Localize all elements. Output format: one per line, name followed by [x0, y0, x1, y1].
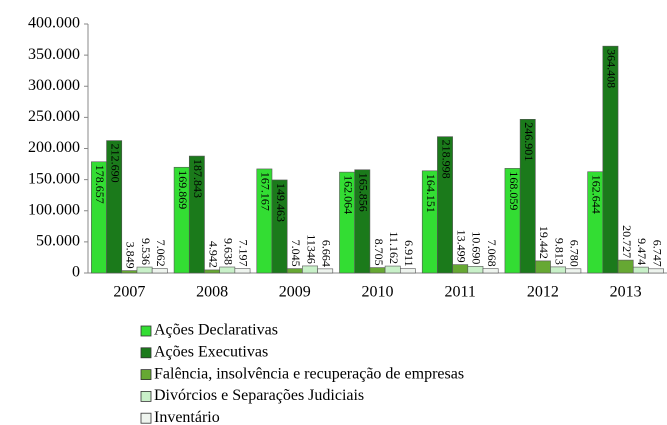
y-tick-label: 300.000 — [28, 77, 80, 94]
value-label: 6.747 — [650, 240, 664, 267]
y-tick-label: 0 — [72, 264, 80, 281]
value-label: 7.045 — [289, 240, 303, 267]
value-label: 4.942 — [206, 241, 220, 268]
value-label: 165.856 — [357, 173, 371, 212]
legend-swatch — [140, 412, 152, 424]
value-label: 162.064 — [341, 175, 355, 214]
y-tick-label: 400.000 — [28, 15, 80, 32]
bar — [648, 268, 664, 274]
value-label: 9.536 — [139, 238, 153, 265]
y-tick-label: 350.000 — [28, 46, 80, 63]
value-label: 9.474 — [635, 238, 649, 265]
value-label: 11.162 — [387, 231, 401, 264]
bar — [452, 264, 469, 274]
bar — [317, 268, 334, 274]
x-tick-label: 2013 — [610, 284, 642, 301]
bar — [286, 268, 303, 274]
x-tick-label: 2012 — [527, 284, 559, 301]
bar — [519, 119, 536, 274]
y-tick-label: 250.000 — [28, 108, 80, 125]
value-label: 187.843 — [191, 159, 205, 198]
bar — [151, 268, 168, 274]
bar — [219, 266, 236, 274]
x-tick-label: 2011 — [445, 284, 476, 301]
value-label: 13.499 — [454, 230, 468, 263]
bar — [467, 266, 484, 274]
bar — [234, 268, 251, 274]
legend-swatch — [140, 325, 152, 337]
value-label: 9.638 — [222, 238, 236, 265]
value-label: 246.901 — [522, 122, 536, 161]
legend-label: Falência, insolvência e recuperação de e… — [154, 365, 464, 382]
legend-swatch — [140, 369, 152, 381]
bar — [437, 136, 453, 274]
value-label: 9.813 — [552, 238, 566, 265]
value-label: 3.849 — [124, 242, 138, 269]
bar — [369, 267, 386, 274]
x-tick-label: 2008 — [196, 284, 228, 301]
bar — [302, 265, 318, 274]
value-label: 11346 — [304, 234, 318, 264]
bar — [617, 259, 634, 274]
value-label: 168.059 — [507, 171, 521, 210]
value-label: 167.167 — [259, 172, 273, 211]
bar — [106, 140, 123, 274]
bar — [136, 266, 153, 274]
bar — [535, 260, 551, 274]
bar — [550, 266, 567, 274]
value-label: 218.998 — [439, 140, 453, 179]
value-label: 169.869 — [176, 170, 190, 209]
value-label: 364.408 — [605, 49, 619, 88]
y-tick-label: 200.000 — [28, 139, 80, 156]
value-label: 6.664 — [319, 240, 333, 267]
bar — [602, 45, 619, 274]
value-label: 8.705 — [372, 239, 386, 266]
value-label: 6.780 — [568, 240, 582, 267]
bar — [204, 269, 220, 274]
bar — [565, 268, 582, 274]
bar — [482, 268, 499, 274]
legend-swatch — [140, 347, 152, 359]
value-label: 212.690 — [108, 144, 122, 183]
value-label: 20.727 — [620, 225, 634, 258]
x-tick-label: 2009 — [279, 284, 311, 301]
bar — [399, 268, 416, 274]
value-label: 149.463 — [274, 183, 288, 222]
value-label: 164.151 — [424, 174, 438, 213]
x-tick-label: 2007 — [113, 284, 145, 301]
x-tick-label: 2010 — [362, 284, 394, 301]
value-label: 6.911 — [402, 240, 416, 267]
bar — [384, 265, 401, 274]
value-label: 19.442 — [537, 226, 551, 259]
value-label: 10.690 — [470, 231, 484, 264]
y-tick-label: 150.000 — [28, 170, 80, 187]
legend-label: Divórcios e Separações Judiciais — [154, 387, 364, 404]
value-label: 7.068 — [485, 240, 499, 267]
bar — [632, 266, 649, 274]
legend-swatch — [140, 390, 152, 402]
legend-label: Inventário — [154, 409, 220, 425]
y-tick-label: 50.000 — [36, 233, 80, 250]
value-label: 162.644 — [589, 175, 603, 214]
value-label: 7.197 — [237, 240, 251, 267]
value-label: 7.062 — [154, 240, 168, 267]
bar — [121, 270, 138, 274]
bar — [271, 179, 288, 274]
legend-label: Ações Executivas — [154, 343, 268, 360]
legend-label: Ações Declarativas — [154, 322, 278, 339]
value-label: 178.657 — [93, 165, 107, 204]
bar — [354, 169, 371, 274]
y-tick-label: 100.000 — [28, 201, 80, 218]
bar — [188, 155, 205, 274]
